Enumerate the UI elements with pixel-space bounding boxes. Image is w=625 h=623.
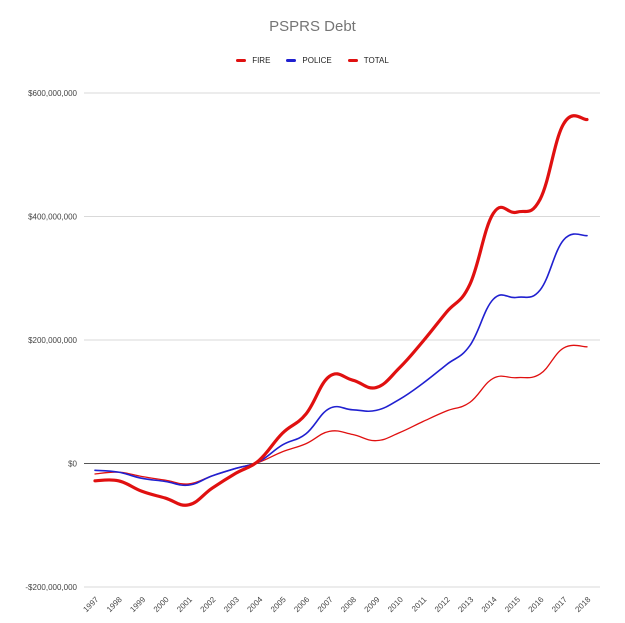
chart-title: PSPRS Debt [269, 18, 356, 35]
x-tick-label: 2009 [363, 595, 382, 614]
x-tick-label: 2015 [503, 595, 522, 614]
legend-label-police: POLICE [302, 56, 332, 65]
x-tick-label: 2006 [292, 595, 311, 614]
x-tick-label: 2018 [573, 595, 592, 614]
x-tick-label: 2004 [245, 595, 264, 614]
x-tick-label: 2008 [339, 595, 358, 614]
legend-item-total: TOTAL [347, 56, 389, 65]
legend-label-fire: FIRE [252, 56, 271, 65]
y-tick-label: $400,000,000 [28, 213, 77, 222]
x-tick-label: 2012 [433, 595, 452, 614]
x-tick-label: 2011 [410, 595, 429, 614]
x-tick-label: 2014 [480, 595, 499, 614]
x-tick-label: 2000 [152, 595, 171, 614]
x-tick-label: 2005 [269, 595, 288, 614]
legend-swatch-police [286, 59, 297, 62]
x-tick-label: 2002 [199, 595, 218, 614]
legend-item-police: POLICE [286, 56, 332, 65]
x-tick-label: 2003 [222, 595, 241, 614]
y-tick-label: $0 [68, 460, 77, 469]
x-tick-label: 2016 [527, 595, 546, 614]
x-tick-label: 2017 [550, 595, 569, 614]
x-tick-label: 2010 [386, 595, 405, 614]
x-tick-label: 2013 [456, 595, 475, 614]
series-line-police [94, 233, 588, 487]
legend: FIRE POLICE TOTAL [0, 56, 625, 65]
x-tick-label: 2007 [316, 595, 335, 614]
legend-item-fire: FIRE [236, 56, 270, 65]
series-line-fire [94, 344, 588, 485]
y-tick-label: $200,000,000 [28, 336, 77, 345]
x-tick-label: 1998 [105, 595, 124, 614]
x-tick-label: 1997 [81, 595, 100, 614]
x-tick-label: 2001 [175, 595, 194, 614]
series-line-total [93, 114, 589, 507]
legend-label-total: TOTAL [363, 56, 389, 65]
y-tick-label: $600,000,000 [28, 89, 77, 98]
legend-swatch-total [347, 59, 358, 62]
y-tick-label: -$200,000,000 [25, 583, 77, 592]
x-tick-label: 1999 [128, 595, 147, 614]
legend-swatch-fire [236, 59, 247, 62]
